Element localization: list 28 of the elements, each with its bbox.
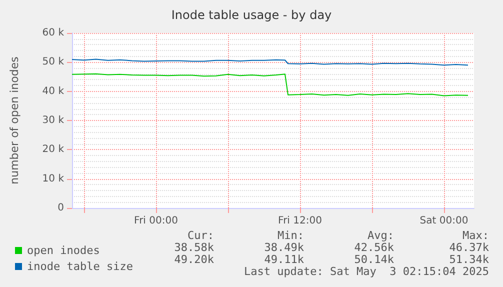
y-tick-label: 0 xyxy=(58,202,64,214)
x-tick-label: Fri 12:00 xyxy=(278,216,322,226)
chart-title: Inode table usage - by day xyxy=(171,8,332,22)
text: 42.56k xyxy=(354,241,394,254)
y-tick-label: 50 k xyxy=(42,56,64,68)
y-axis-title: number of open inodes xyxy=(8,56,21,184)
y-tick-label: 30 k xyxy=(42,115,64,126)
text: Cur: xyxy=(188,229,214,242)
x-tick-label: Sat 00:00 xyxy=(420,216,468,226)
text: 51.34k xyxy=(449,253,490,266)
y-tick-label: 40 k xyxy=(42,86,64,97)
y-tick-label: 20 k xyxy=(42,144,64,156)
text: Avg: xyxy=(368,229,394,242)
text: 38.58k xyxy=(174,241,214,254)
text: 50.14k xyxy=(354,253,394,266)
text: Last update: Sat May 3 02:15:04 2025 xyxy=(244,265,489,278)
text: 49.11k xyxy=(264,253,304,266)
legend-label: open inodes xyxy=(27,244,100,257)
text: Min: xyxy=(278,229,304,242)
text: Max: xyxy=(462,229,489,242)
text: 38.49k xyxy=(264,241,304,254)
text: 49.20k xyxy=(174,253,214,266)
text: 46.37k xyxy=(449,241,490,254)
x-tick-label: Fri 00:00 xyxy=(134,216,178,226)
y-tick-label: 60 k xyxy=(42,28,64,38)
legend-label: inode table size xyxy=(27,260,133,273)
y-tick-label: 10 k xyxy=(42,173,64,184)
line-series xyxy=(72,73,468,96)
